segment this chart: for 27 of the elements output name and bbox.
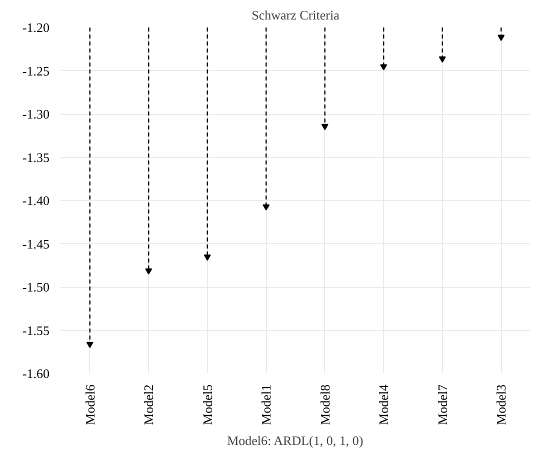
y-tick-label: -1.55 (22, 322, 50, 338)
point (86, 342, 94, 348)
point (145, 268, 152, 275)
x-tick-label: Model4 (376, 384, 392, 425)
point (380, 64, 388, 70)
x-tick-label: Model8 (317, 384, 332, 425)
y-tick-label: -1.35 (22, 150, 50, 165)
x-tick-label: Model1 (258, 384, 274, 425)
x-axis-title: Model6: ARDL(1, 0, 1, 0) (227, 432, 364, 448)
y-tick-label: -1.25 (22, 63, 50, 78)
y-tick-label: -1.40 (22, 193, 50, 208)
y-tick-label: -1.30 (22, 106, 50, 122)
x-tick-label: Model2 (141, 384, 156, 425)
point (438, 56, 446, 63)
x-tick-label: Model7 (434, 384, 450, 425)
x-tick-label: Model3 (494, 384, 509, 425)
point (498, 34, 505, 41)
y-tick-label: -1.20 (22, 20, 50, 35)
x-tick-label: Model5 (200, 384, 215, 425)
point (204, 254, 211, 261)
chart-title: Schwarz Criteria (252, 8, 340, 22)
point (321, 124, 328, 130)
y-tick-label: -1.50 (22, 280, 50, 294)
point (262, 204, 270, 211)
y-tick-label: -1.45 (22, 236, 50, 252)
x-tick-label: Model6 (82, 384, 98, 425)
y-tick-label: -1.60 (22, 366, 50, 381)
